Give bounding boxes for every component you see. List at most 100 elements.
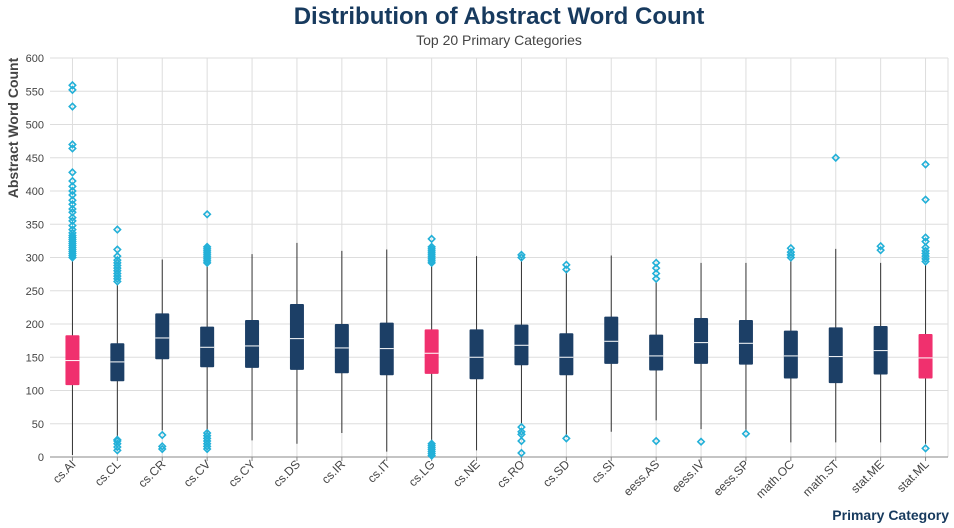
box-eess.AS bbox=[649, 258, 664, 446]
box-cs.SI bbox=[604, 255, 619, 432]
outlier-point bbox=[786, 247, 796, 257]
outlier-point bbox=[741, 429, 751, 439]
outlier-point bbox=[651, 258, 661, 268]
outlier-point bbox=[876, 241, 885, 251]
box-iqr bbox=[334, 324, 349, 374]
outlier-point bbox=[921, 233, 930, 242]
outlier-point bbox=[202, 209, 212, 219]
x-tick-label: eess.AS bbox=[621, 457, 663, 499]
box-cs.IR bbox=[334, 250, 349, 434]
boxes bbox=[65, 80, 933, 461]
outlier-point bbox=[517, 448, 526, 458]
x-tick-label: cs.CY bbox=[226, 457, 259, 490]
box-iqr bbox=[783, 330, 798, 379]
y-tick-label: 350 bbox=[26, 219, 44, 231]
box-eess.SP bbox=[738, 262, 753, 439]
x-tick-label: math.OC bbox=[753, 457, 797, 501]
outlier-point bbox=[113, 251, 122, 261]
grid-lines bbox=[50, 57, 949, 458]
box-cs.IT bbox=[379, 249, 394, 452]
outlier-point bbox=[651, 263, 661, 273]
x-tick-label: stat.ML bbox=[894, 457, 932, 495]
x-tick-label: cs.IT bbox=[365, 457, 394, 486]
outlier-point bbox=[157, 442, 167, 451]
outlier-point bbox=[113, 225, 122, 234]
outlier-point bbox=[68, 213, 77, 222]
y-tick-label: 550 bbox=[26, 86, 44, 98]
outlier-point bbox=[921, 243, 930, 252]
outlier-point bbox=[562, 260, 571, 270]
x-tick-label: cs.SD bbox=[540, 457, 573, 490]
box-cs.CR bbox=[155, 259, 170, 454]
box-stat.ME bbox=[873, 241, 888, 443]
outlier-point bbox=[202, 428, 212, 438]
box-math.OC bbox=[783, 243, 798, 443]
outlier-point bbox=[68, 204, 77, 214]
y-tick-label: 450 bbox=[26, 153, 44, 165]
box-eess.IV bbox=[694, 262, 709, 447]
y-tick-label: 500 bbox=[26, 120, 44, 132]
outlier-point bbox=[651, 274, 661, 284]
box-cs.LG bbox=[424, 234, 439, 461]
outlier-point bbox=[517, 422, 526, 432]
outlier-point bbox=[113, 446, 122, 455]
outlier-point bbox=[876, 245, 885, 255]
y-tick-label: 50 bbox=[32, 419, 44, 431]
outlier-point bbox=[68, 144, 77, 153]
outlier-point bbox=[68, 168, 77, 177]
outlier-point bbox=[921, 237, 930, 246]
outlier-point bbox=[921, 160, 930, 169]
outlier-point bbox=[921, 246, 930, 256]
box-iqr bbox=[918, 333, 933, 379]
x-tick-label: cs.DS bbox=[271, 457, 304, 490]
x-tick-label: math.ST bbox=[800, 457, 842, 499]
outlier-point bbox=[68, 80, 77, 90]
box-iqr bbox=[604, 316, 619, 364]
box-iqr bbox=[245, 320, 260, 368]
outlier-point bbox=[68, 102, 77, 111]
box-stat.ML bbox=[918, 160, 933, 453]
box-iqr bbox=[694, 318, 709, 364]
box-iqr bbox=[155, 313, 170, 360]
outlier-point bbox=[651, 269, 661, 278]
outlier-point bbox=[68, 221, 77, 230]
outlier-point bbox=[68, 176, 77, 186]
x-tick-label: cs.AI bbox=[50, 457, 79, 486]
outlier-point bbox=[68, 190, 77, 200]
box-iqr bbox=[289, 304, 304, 370]
outlier-point bbox=[517, 250, 526, 260]
outlier-point bbox=[786, 243, 796, 253]
box-cs.CL bbox=[110, 225, 125, 455]
x-tick-label: cs.CV bbox=[181, 457, 214, 490]
box-cs.RO bbox=[514, 250, 529, 458]
outlier-point bbox=[68, 216, 77, 226]
outlier-point bbox=[68, 85, 77, 95]
outlier-point bbox=[68, 186, 77, 196]
box-iqr bbox=[738, 320, 753, 365]
box-cs.CV bbox=[200, 209, 215, 454]
outlier-point bbox=[562, 434, 571, 443]
outlier-point bbox=[68, 140, 77, 149]
box-iqr bbox=[559, 333, 574, 376]
x-tick-label: cs.LG bbox=[406, 457, 438, 489]
y-tick-label: 400 bbox=[26, 186, 44, 198]
box-math.ST bbox=[828, 153, 843, 443]
y-tick-label: 600 bbox=[26, 53, 44, 65]
x-tick-label: cs.SI bbox=[589, 457, 618, 486]
y-tick-label: 200 bbox=[26, 319, 44, 331]
outlier-point bbox=[921, 444, 930, 453]
box-cs.SD bbox=[559, 260, 574, 443]
outlier-point bbox=[68, 195, 77, 205]
outlier-point bbox=[113, 435, 122, 445]
chart-title: Distribution of Abstract Word Count bbox=[294, 3, 705, 30]
outlier-point bbox=[68, 225, 77, 234]
outlier-point bbox=[68, 182, 77, 191]
box-cs.DS bbox=[289, 242, 304, 444]
outlier-point bbox=[113, 442, 122, 452]
outlier-point bbox=[696, 437, 706, 447]
outlier-point bbox=[517, 436, 526, 446]
outlier-point bbox=[427, 439, 436, 449]
x-tick-label: stat.ME bbox=[848, 457, 887, 496]
outlier-point bbox=[68, 199, 77, 209]
